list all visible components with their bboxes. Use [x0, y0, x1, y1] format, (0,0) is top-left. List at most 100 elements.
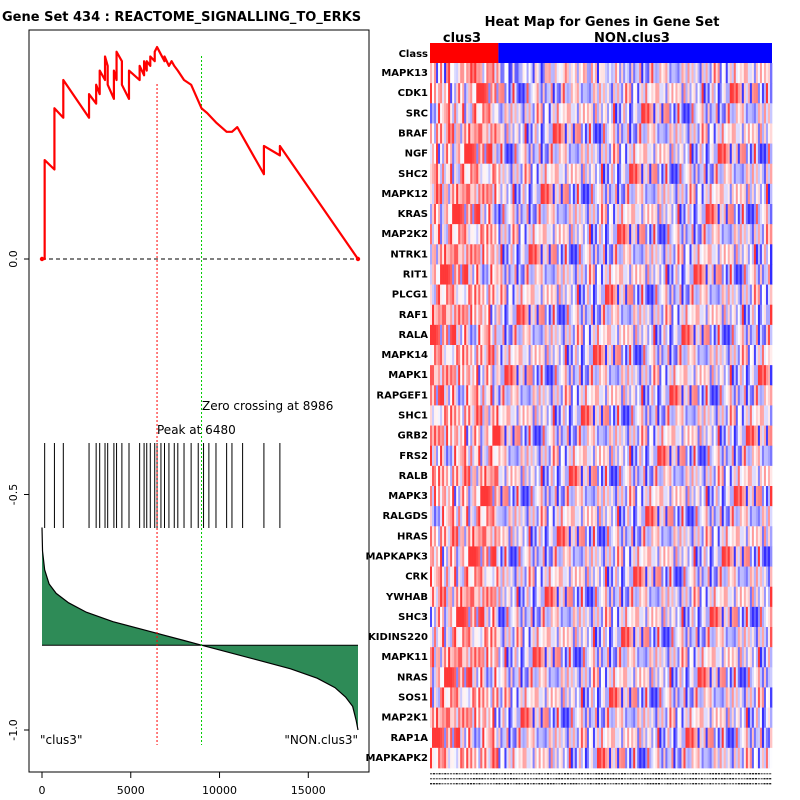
heatmap-cell	[456, 163, 459, 185]
heatmap-cell	[572, 606, 576, 628]
heatmap-cell	[510, 63, 513, 84]
heatmap-cell	[711, 264, 715, 285]
heatmap-cell	[659, 627, 662, 648]
heatmap-cell	[524, 385, 527, 406]
heatmap-cell	[605, 204, 608, 225]
heatmap-cell	[733, 385, 737, 406]
heatmap-cell	[769, 445, 773, 467]
heatmap-cell	[697, 143, 700, 165]
heatmap-cell	[671, 224, 674, 245]
heatmap-cell	[669, 486, 672, 507]
heatmap-cell	[705, 143, 708, 165]
heatmap-cell	[765, 566, 769, 588]
heatmap-cell	[478, 425, 481, 447]
heatmap-cell	[609, 244, 612, 265]
heatmap-cell	[482, 204, 485, 225]
heatmap-cell	[707, 244, 710, 265]
heatmap-cell	[661, 546, 664, 567]
heatmap-cell	[430, 204, 433, 225]
heatmap-cell	[500, 163, 503, 185]
heatmap-cell	[450, 546, 453, 567]
heatmap-cell	[592, 123, 596, 144]
heatmap-cell	[558, 506, 562, 527]
heatmap-cell	[671, 324, 674, 346]
heatmap-cell	[745, 345, 749, 366]
heatmap-cell	[637, 385, 640, 406]
heatmap-cell	[671, 183, 674, 205]
heatmap-cell	[733, 123, 737, 144]
heatmap-cell	[669, 183, 672, 205]
heatmap-cell	[532, 385, 535, 406]
heatmap-cell	[669, 284, 672, 306]
heatmap-cell	[701, 566, 704, 588]
heatmap-cell	[639, 606, 642, 628]
heatmap-cell	[687, 627, 690, 648]
heatmap-cell	[747, 566, 751, 588]
heatmap-cell	[478, 163, 481, 185]
heatmap-cell	[735, 546, 739, 567]
heatmap-cell	[488, 566, 491, 588]
heatmap-cell	[729, 324, 733, 346]
heatmap-cell	[691, 425, 694, 447]
heatmap-cell	[574, 304, 578, 326]
heatmap-cell	[550, 63, 554, 84]
heatmap-cell	[554, 365, 558, 386]
heatmap-cell	[727, 425, 731, 447]
heatmap-cell	[757, 284, 761, 306]
heatmap-cell	[681, 506, 684, 527]
heatmap-cell	[542, 566, 546, 588]
heatmap-cell	[558, 445, 562, 467]
heatmap-cell	[576, 405, 580, 426]
heatmap-cell	[685, 204, 688, 225]
heatmap-cell	[470, 183, 473, 205]
heatmap-cell	[643, 405, 646, 426]
heatmap-cell	[586, 445, 590, 467]
heatmap-cell	[510, 586, 513, 608]
heatmap-cell	[747, 526, 751, 547]
heatmap-cell	[598, 445, 602, 467]
heatmap-cell	[631, 606, 634, 628]
heatmap-cell	[432, 526, 435, 547]
heatmap-cell	[635, 486, 638, 507]
heatmap-cell	[719, 83, 723, 104]
heatmap-cell	[613, 244, 616, 265]
heatmap-cell	[613, 486, 616, 507]
heatmap-cell	[588, 224, 592, 245]
heatmap-cell	[462, 183, 465, 205]
heatmap-cell	[510, 405, 513, 426]
heatmap-cell	[677, 345, 680, 366]
heatmap-cell	[725, 244, 729, 265]
heatmap-cell	[611, 365, 614, 386]
heatmap-cell	[679, 143, 682, 165]
heatmap-cell	[715, 83, 719, 104]
heatmap-cell	[430, 123, 433, 144]
heatmap-cell	[456, 324, 459, 346]
heatmap-cell	[480, 526, 483, 547]
heatmap-cell	[454, 284, 457, 306]
heatmap-cell	[685, 284, 688, 306]
heatmap-cell	[464, 385, 467, 406]
heatmap-cell	[550, 546, 554, 567]
heatmap-cell	[685, 304, 688, 326]
heatmap-cell	[705, 183, 708, 205]
heatmap-cell	[683, 486, 686, 507]
heatmap-cell	[440, 63, 443, 84]
heatmap-cell	[621, 405, 624, 426]
heatmap-cell	[769, 405, 773, 426]
heatmap-cell	[619, 365, 622, 386]
heatmap-cell	[707, 83, 710, 104]
heatmap-cell	[548, 183, 552, 205]
heatmap-cell	[580, 365, 584, 386]
heatmap-cell	[460, 506, 463, 527]
heatmap-cell	[721, 83, 725, 104]
heatmap-cell	[586, 606, 590, 628]
heatmap-cell	[663, 465, 666, 487]
heatmap-cell	[562, 506, 566, 527]
heatmap-cell	[534, 83, 537, 104]
heatmap-cell	[490, 123, 493, 144]
heatmap-cell	[671, 143, 674, 165]
heatmap-cell	[703, 465, 706, 487]
heatmap-cell	[627, 143, 630, 165]
heatmap-cell	[572, 264, 576, 285]
heatmap-cell	[679, 163, 682, 185]
